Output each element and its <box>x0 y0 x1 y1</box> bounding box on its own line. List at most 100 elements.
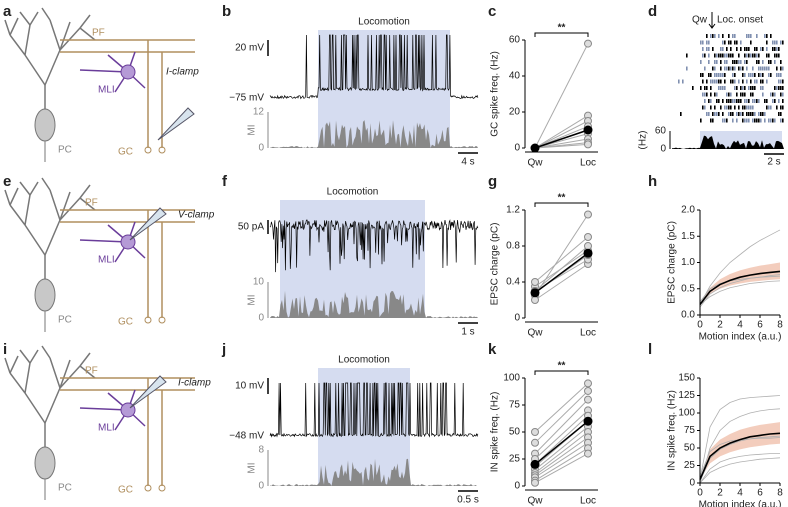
mean-line <box>534 252 589 294</box>
spike <box>720 86 722 90</box>
spike <box>706 47 708 51</box>
spike <box>780 112 782 116</box>
spike <box>724 79 726 84</box>
spike <box>766 99 768 103</box>
pc-dendrite <box>9 204 26 226</box>
significance: ** <box>558 23 566 34</box>
spike <box>734 40 736 45</box>
spike <box>750 53 752 58</box>
spike <box>782 99 784 103</box>
panel-label: h <box>648 173 657 190</box>
panel-label: l <box>648 341 652 358</box>
spike <box>730 66 732 71</box>
mean-point <box>583 125 593 135</box>
pc-soma <box>34 446 56 480</box>
spike <box>760 73 762 77</box>
y-tick-label: 0.0 <box>681 310 695 321</box>
pc-label: PC <box>58 315 72 326</box>
mli-process <box>79 407 129 411</box>
spike <box>728 66 730 71</box>
spike <box>748 105 750 110</box>
y-tick-label: 0 <box>689 478 695 489</box>
electrode <box>129 207 167 241</box>
panel-label: c <box>488 3 496 20</box>
mean-point <box>583 248 593 258</box>
spike <box>732 99 734 103</box>
spike <box>704 92 706 97</box>
spike <box>710 73 712 77</box>
y-tick-label: 1.2 <box>506 205 520 216</box>
spike <box>766 79 768 84</box>
trace-title: Locomotion <box>358 17 410 28</box>
spike <box>714 66 716 71</box>
spike <box>726 66 728 71</box>
spike <box>702 105 704 110</box>
spike <box>752 66 754 71</box>
spike <box>714 34 716 38</box>
spike <box>744 53 746 58</box>
spike <box>732 60 734 64</box>
pair-line <box>534 143 589 149</box>
panel-label: g <box>488 173 497 190</box>
spike <box>770 92 772 97</box>
pair-point <box>531 296 539 304</box>
spike <box>780 86 782 90</box>
spike <box>774 47 776 51</box>
spike <box>736 47 738 51</box>
spike <box>704 53 706 58</box>
pair-line <box>534 410 589 460</box>
pc-dendrite <box>4 19 11 36</box>
pc-dendrite <box>59 27 81 51</box>
pair-point <box>584 395 592 404</box>
y-tick-label: 20 <box>509 107 521 118</box>
spike <box>774 92 776 97</box>
significance-bracket <box>534 202 589 207</box>
x-tick-label: 0 <box>697 488 703 499</box>
time-label: 1 s <box>461 327 474 338</box>
mli-process <box>79 69 129 73</box>
y-tick-label: 125 <box>678 390 695 401</box>
spike <box>758 99 760 103</box>
spike <box>736 60 738 64</box>
spike <box>750 40 752 45</box>
spike <box>772 40 774 45</box>
spike <box>770 34 772 38</box>
mi-tick-label: 0 <box>258 481 264 492</box>
condition-label: Qw <box>692 15 708 26</box>
significance: ** <box>558 193 566 204</box>
spike <box>726 92 728 97</box>
spike <box>744 118 746 123</box>
pc-dendrite <box>24 194 31 226</box>
spike <box>724 73 726 77</box>
mli-soma <box>120 64 136 80</box>
gc-label: GC <box>118 485 133 496</box>
spike <box>714 92 716 97</box>
spike <box>738 79 740 84</box>
spike <box>746 53 748 58</box>
spike <box>738 99 740 103</box>
spike <box>752 73 754 77</box>
spike <box>736 118 738 123</box>
x-tick-label: Qw <box>528 328 544 339</box>
pair-point <box>531 478 539 487</box>
panel-label: j <box>221 341 226 358</box>
y-tick-label: 25 <box>684 460 696 471</box>
curve <box>699 270 781 305</box>
spike <box>740 92 742 97</box>
spike <box>768 66 770 71</box>
gc-soma <box>158 484 166 492</box>
spike <box>744 86 746 90</box>
spike <box>742 66 744 71</box>
spike <box>746 47 748 51</box>
spike <box>732 118 734 123</box>
mi-tick-label: 12 <box>253 107 265 118</box>
spike <box>752 92 754 97</box>
baseline-label: −75 mV <box>229 93 264 104</box>
spike <box>716 79 718 84</box>
spike <box>700 60 702 64</box>
spike <box>746 118 748 123</box>
spike <box>712 118 714 123</box>
spike <box>744 47 746 51</box>
x-tick-label: Loc <box>580 158 596 169</box>
spike <box>776 40 778 45</box>
